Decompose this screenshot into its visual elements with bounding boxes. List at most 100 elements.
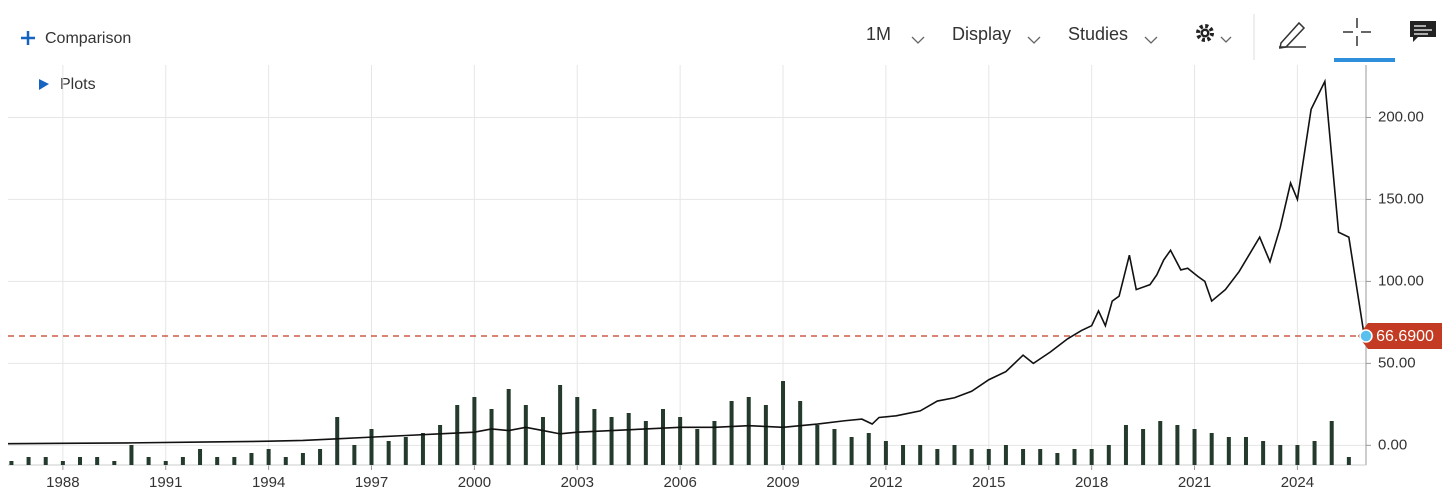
volume-bar	[729, 401, 734, 465]
volume-bar	[352, 445, 357, 465]
volume-bar	[420, 433, 425, 465]
volume-bar	[1038, 449, 1043, 465]
x-tick-label: 2015	[972, 474, 1005, 491]
volume-bar	[335, 417, 340, 465]
volume-bar	[952, 445, 957, 465]
volume-bar	[78, 457, 83, 465]
comparison-button[interactable]: Comparison	[21, 30, 131, 47]
x-tick-label: 2012	[869, 474, 902, 491]
y-tick-label: 50.00	[1378, 354, 1416, 371]
volume-bar	[866, 433, 871, 465]
x-tick-label: 2024	[1281, 474, 1314, 491]
volume-bar	[198, 449, 203, 465]
volume-bar	[678, 417, 683, 465]
volume-bar	[935, 449, 940, 465]
volume-bar	[609, 417, 614, 465]
studies-label: Studies	[1068, 24, 1128, 44]
settings-button[interactable]	[1196, 24, 1232, 43]
plots-toggle[interactable]: Plots	[39, 76, 96, 93]
volume-bar	[1141, 429, 1146, 465]
volume-bar	[386, 441, 391, 465]
volume-bar	[1123, 425, 1128, 465]
volume-bar	[9, 461, 14, 465]
volume-bar	[1278, 445, 1283, 465]
y-tick-label: 150.00	[1378, 190, 1424, 207]
volume-bar	[1175, 425, 1180, 465]
volume-bar	[763, 405, 768, 465]
last-price-tag	[1358, 323, 1442, 349]
volume-bar	[832, 429, 837, 465]
studies-menu[interactable]: Studies	[1068, 24, 1158, 44]
volume-bar	[1192, 429, 1197, 465]
volume-bar	[1312, 441, 1317, 465]
volume-bar	[712, 421, 717, 465]
volume-bar	[283, 457, 288, 465]
x-tick-label: 2021	[1178, 474, 1211, 491]
volume-bar	[146, 457, 151, 465]
comment-button[interactable]	[1410, 21, 1436, 42]
volume-bar	[746, 397, 751, 465]
volume-bar	[403, 437, 408, 465]
draw-button[interactable]	[1279, 21, 1306, 49]
volume-bar	[1089, 449, 1094, 465]
volume-bar	[163, 461, 168, 465]
y-tick-label: 100.00	[1378, 272, 1424, 289]
volume-bar	[969, 449, 974, 465]
volume-bar	[815, 425, 820, 465]
x-tick-label: 1991	[149, 474, 182, 491]
y-tick-label: 200.00	[1378, 108, 1424, 125]
x-tick-label: 2000	[458, 474, 491, 491]
volume-bar	[438, 425, 443, 465]
volume-bar	[695, 429, 700, 465]
interval-menu[interactable]: 1M	[866, 24, 925, 44]
volume-bar	[1295, 445, 1300, 465]
volume-bar	[1003, 445, 1008, 465]
volume-bar	[1106, 445, 1111, 465]
volume-bar	[472, 397, 477, 465]
volume-bar	[523, 405, 528, 465]
volume-bar	[1243, 437, 1248, 465]
volume-bar	[112, 461, 117, 465]
volume-bar	[781, 381, 786, 465]
volume-bar	[60, 461, 65, 465]
x-tick-label: 2009	[766, 474, 799, 491]
x-tick-label: 2018	[1075, 474, 1108, 491]
volume-bar	[506, 389, 511, 465]
last-price-label: 66.6900	[1376, 328, 1434, 345]
volume-bar	[918, 445, 923, 465]
volume-bar	[575, 397, 580, 465]
volume-bar	[26, 457, 31, 465]
volume-bar	[369, 429, 374, 465]
volume-bar	[558, 385, 563, 465]
volume-bar	[1209, 433, 1214, 465]
volume-bar	[249, 453, 254, 465]
volume-bar	[43, 457, 48, 465]
plot-area: 1988 1991 1994 1997 2000 2003 2006 2009 2012 2015…	[7, 65, 1442, 491]
volume-bar	[1226, 437, 1231, 465]
x-tick-label: 2003	[561, 474, 594, 491]
volume-bar	[455, 405, 460, 465]
volume-bar	[180, 457, 185, 465]
volume-bar	[318, 449, 323, 465]
volume-bar	[232, 457, 237, 465]
x-tick-label: 2006	[663, 474, 696, 491]
volume-bar	[489, 409, 494, 465]
volume-bar	[540, 417, 545, 465]
volume-bar	[1072, 449, 1077, 465]
volume-bar	[883, 441, 888, 465]
volume-bar	[643, 421, 648, 465]
display-label: Display	[952, 24, 1011, 44]
crosshair-button[interactable]	[1334, 18, 1395, 62]
volume-bar	[300, 453, 305, 465]
display-menu[interactable]: Display	[952, 24, 1041, 44]
volume-bar	[798, 401, 803, 465]
y-tick-label: 0.00	[1378, 436, 1407, 453]
comparison-label: Comparison	[45, 30, 131, 47]
plots-label: Plots	[60, 76, 96, 93]
volume-bar	[95, 457, 100, 465]
volume-bar	[660, 409, 665, 465]
volume-bar	[1346, 457, 1351, 465]
volume-bar	[1055, 453, 1060, 465]
x-tick-label: 1997	[355, 474, 388, 491]
